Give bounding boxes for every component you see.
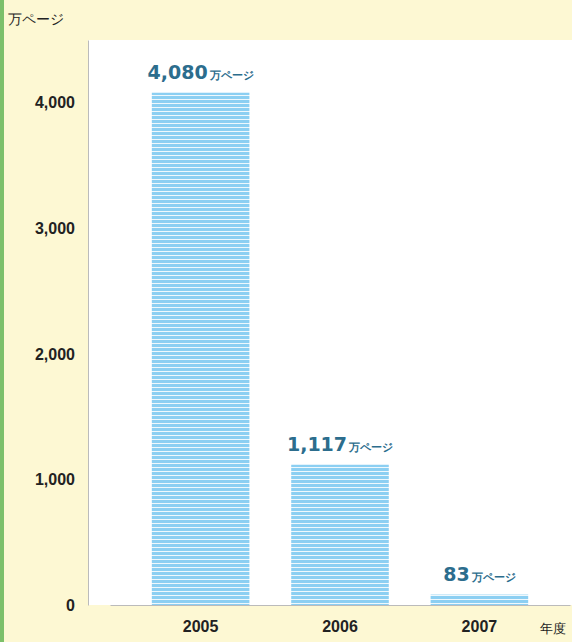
background xyxy=(0,0,572,642)
data-label: 83万ページ xyxy=(443,563,515,585)
x-axis-title: 年度 xyxy=(540,621,566,636)
x-tick-label: 2006 xyxy=(322,618,358,635)
x-tick: 2006 xyxy=(322,605,358,635)
bars xyxy=(152,93,528,605)
bar xyxy=(152,93,250,605)
y-tick-label: 1,000 xyxy=(35,471,75,488)
y-tick-label: 2,000 xyxy=(35,346,75,363)
y-tick: 2,000 xyxy=(35,346,88,363)
bar xyxy=(291,465,389,605)
y-axis-line xyxy=(88,41,89,606)
y-tick-label: 3,000 xyxy=(35,220,75,237)
chart: 0 1,000 2,000 3,000 4,000 2005 2006 2007 4,080万ペ… xyxy=(0,0,572,642)
data-label: 4,080万ページ xyxy=(148,61,254,83)
x-tick-label: 2005 xyxy=(183,618,219,635)
y-axis-title: 万ページ xyxy=(8,11,64,27)
y-tick-label: 0 xyxy=(66,597,75,614)
x-axis: 2005 2006 2007 xyxy=(111,605,571,635)
data-label: 1,117万ページ xyxy=(287,433,393,455)
y-tick: 0 xyxy=(66,597,88,614)
y-tick: 4,000 xyxy=(35,94,88,111)
y-tick: 1,000 xyxy=(35,471,88,488)
x-tick-label: 2007 xyxy=(462,618,498,635)
y-axis: 0 1,000 2,000 3,000 4,000 xyxy=(35,41,89,614)
x-tick: 2005 xyxy=(183,605,219,635)
data-labels: 4,080万ページ 1,117万ページ 83万ページ xyxy=(148,61,516,585)
x-axis-line xyxy=(111,605,571,606)
bar xyxy=(431,595,529,605)
x-tick: 2007 xyxy=(462,605,498,635)
y-tick: 3,000 xyxy=(35,220,88,237)
plot-area xyxy=(88,40,572,605)
side-strip xyxy=(0,0,4,642)
y-tick-label: 4,000 xyxy=(35,94,75,111)
